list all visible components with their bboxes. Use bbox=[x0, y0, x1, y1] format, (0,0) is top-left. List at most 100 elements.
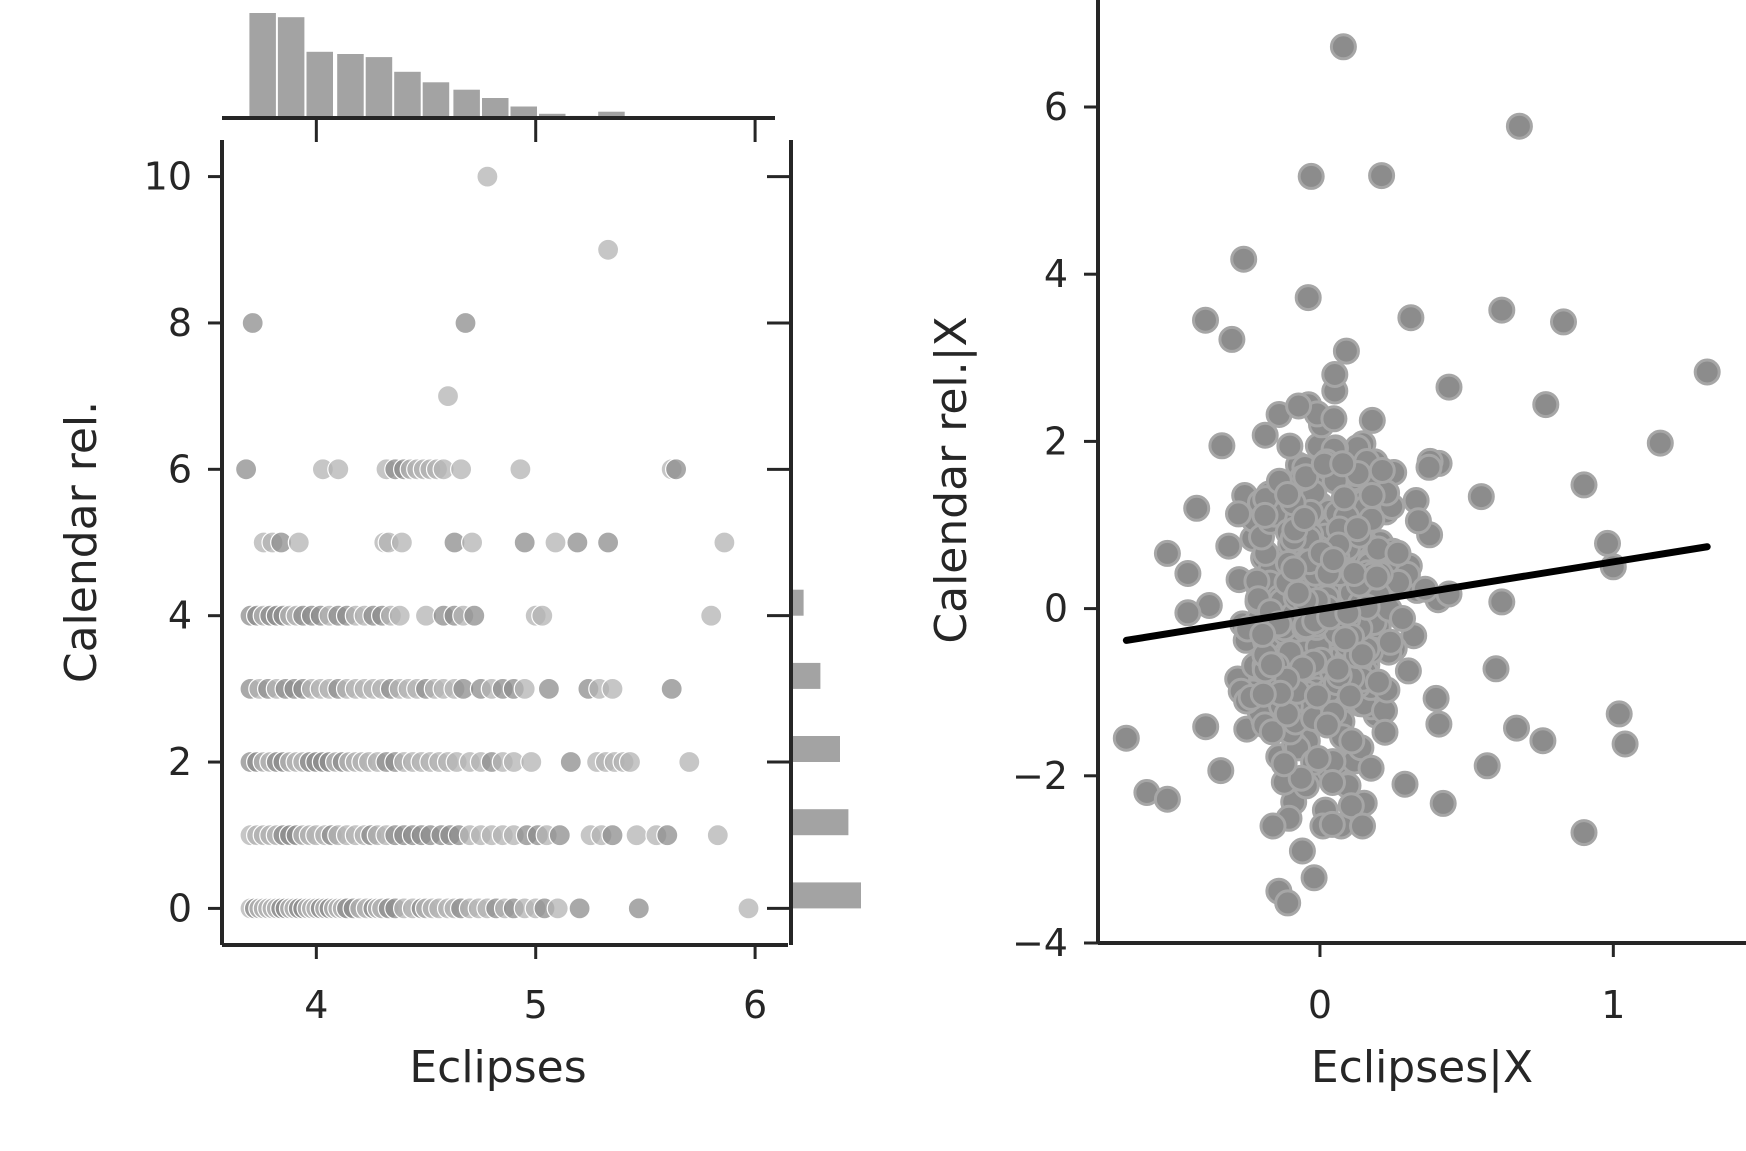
scatter-point bbox=[627, 897, 650, 920]
scatter-point bbox=[1183, 494, 1211, 522]
scatter-point bbox=[1394, 657, 1422, 685]
scatter-point bbox=[1259, 812, 1287, 840]
y-tick-label: 0 bbox=[1044, 587, 1068, 631]
scatter-point bbox=[461, 531, 484, 554]
y-tick-label: 6 bbox=[168, 447, 192, 491]
y-tick-label: 0 bbox=[168, 886, 192, 930]
scatter-point bbox=[1215, 532, 1243, 560]
x-marginal-histogram bbox=[249, 13, 625, 119]
scatter-point bbox=[1280, 555, 1308, 583]
scatter-point bbox=[1336, 682, 1364, 710]
scatter-point bbox=[1330, 484, 1358, 512]
scatter-point bbox=[1348, 641, 1376, 669]
scatter-point bbox=[678, 750, 701, 774]
scatter-point bbox=[1415, 453, 1443, 481]
scatter-point bbox=[1300, 864, 1328, 892]
scatter-point bbox=[1270, 750, 1298, 778]
scatter-point bbox=[1389, 605, 1416, 632]
scatter-point bbox=[1274, 889, 1302, 917]
x-tick-label: 1 bbox=[1601, 983, 1625, 1027]
scatter-point bbox=[1321, 361, 1349, 388]
scatter-point bbox=[656, 824, 679, 847]
scatter-point bbox=[1324, 655, 1352, 683]
histogram-bar bbox=[249, 13, 276, 118]
scatter-point bbox=[1274, 481, 1302, 508]
scatter-point bbox=[1467, 483, 1495, 511]
histogram-bar bbox=[791, 809, 849, 836]
partial-y-axis-label: Calendar rel.|X bbox=[926, 316, 977, 643]
scatter-point bbox=[1529, 727, 1557, 755]
scatter-point bbox=[1230, 245, 1258, 273]
scatter-point bbox=[1429, 789, 1457, 817]
scatter-point bbox=[537, 677, 561, 701]
scatter-point bbox=[737, 897, 760, 920]
regression-line bbox=[1122, 543, 1711, 644]
y-tick-label: −4 bbox=[1012, 921, 1068, 965]
scatter-point bbox=[1397, 304, 1425, 332]
joint-x-axis-label: Eclipses bbox=[409, 1042, 586, 1093]
scatter-point bbox=[1284, 579, 1312, 607]
histogram-bar bbox=[510, 106, 537, 119]
scatter-point bbox=[596, 238, 620, 261]
histogram-bar bbox=[539, 113, 566, 118]
scatter-point bbox=[1376, 628, 1404, 656]
y-marginal-histogram bbox=[791, 589, 861, 909]
scatter-point bbox=[1112, 724, 1140, 752]
joint-scatter-points bbox=[235, 165, 760, 920]
scatter-point bbox=[1153, 785, 1181, 813]
partial-regression-panel: 0 1 −4 −2 0 2 4 6 Eclipses|X Calendar rel.|X bbox=[926, 0, 1746, 1093]
y-tick-label: 4 bbox=[168, 594, 192, 638]
scatter-point bbox=[1329, 33, 1357, 61]
scatter-point bbox=[559, 750, 582, 774]
partial-axes: 0 1 −4 −2 0 2 4 6 bbox=[1012, 0, 1746, 1027]
scatter-point bbox=[1368, 162, 1396, 190]
scatter-point bbox=[287, 531, 310, 554]
scatter-point bbox=[509, 458, 532, 481]
y-tick-label: 2 bbox=[1044, 419, 1068, 463]
scatter-point bbox=[1482, 655, 1510, 683]
scatter-point bbox=[1425, 710, 1453, 738]
scatter-point bbox=[1358, 482, 1386, 509]
scatter-point bbox=[1358, 406, 1386, 434]
scatter-point bbox=[1473, 752, 1501, 780]
scatter-point bbox=[1318, 810, 1346, 838]
scatter-point bbox=[1570, 819, 1598, 847]
scatter-point bbox=[1251, 421, 1279, 449]
scatter-point bbox=[1646, 429, 1674, 457]
histogram-bar bbox=[394, 71, 421, 118]
scatter-point bbox=[1384, 539, 1412, 567]
scatter-point bbox=[1364, 668, 1392, 696]
scatter-point bbox=[241, 311, 264, 335]
scatter-point bbox=[601, 677, 624, 701]
scatter-point bbox=[1319, 546, 1347, 574]
histogram-bar bbox=[791, 662, 821, 689]
scatter-point bbox=[1391, 770, 1419, 798]
scatter-point bbox=[566, 531, 589, 554]
scatter-point bbox=[235, 458, 258, 481]
histogram-bar bbox=[791, 589, 804, 616]
scatter-point bbox=[713, 531, 736, 554]
histogram-bar bbox=[306, 51, 333, 118]
y-tick-label: 10 bbox=[144, 155, 192, 199]
histogram-bar bbox=[791, 882, 861, 909]
x-tick-label: 6 bbox=[743, 983, 767, 1027]
scatter-point bbox=[1611, 730, 1639, 758]
scatter-point bbox=[1363, 563, 1391, 591]
scatter-point bbox=[1693, 358, 1721, 386]
scatter-point bbox=[1294, 284, 1322, 312]
scatter-point bbox=[1320, 405, 1348, 433]
scatter-point bbox=[1258, 718, 1286, 746]
scatter-point bbox=[1435, 373, 1463, 401]
scatter-point bbox=[1605, 700, 1633, 728]
scatter-point bbox=[1288, 837, 1316, 865]
fit-line bbox=[1122, 543, 1711, 644]
scatter-point bbox=[1594, 529, 1621, 557]
scatter-point bbox=[1404, 507, 1432, 535]
scatter-point bbox=[546, 897, 569, 920]
scatter-point bbox=[1488, 588, 1516, 616]
scatter-point bbox=[1292, 463, 1320, 491]
scatter-point bbox=[601, 824, 624, 847]
scatter-point bbox=[1313, 711, 1341, 739]
scatter-point bbox=[1332, 337, 1360, 365]
